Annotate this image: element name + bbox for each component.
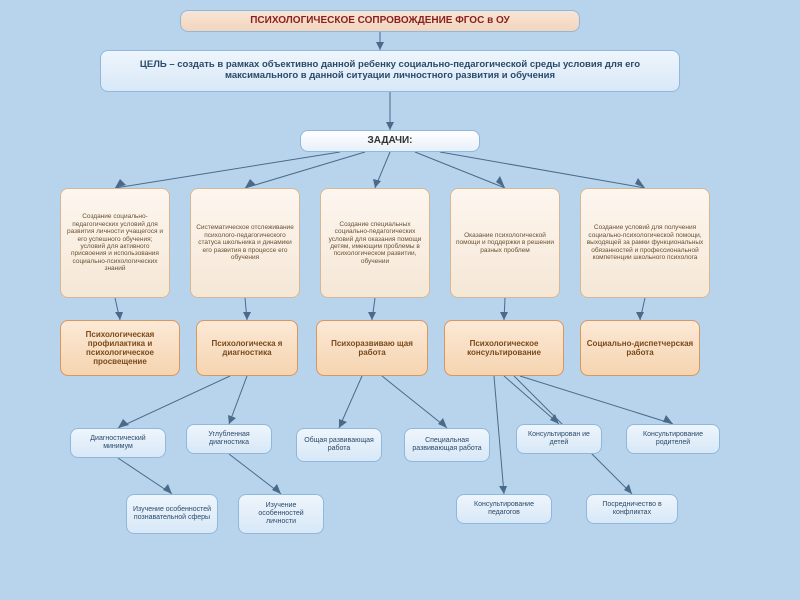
- task-box-5: Создание условий для получения социально…: [580, 188, 710, 298]
- sub-text: Специальная развивающая работа: [409, 437, 485, 453]
- sub-text: Диагностический минимум: [75, 435, 161, 451]
- task-box-2: Систематическое отслеживание психолого-п…: [190, 188, 300, 298]
- direction-box-3: Психоразвиваю щая работа: [316, 320, 428, 376]
- sub-box: Специальная развивающая работа: [404, 428, 490, 462]
- sub-text: Изучение особенностей личности: [243, 502, 319, 526]
- goal-text: ЦЕЛЬ – создать в рамках объективно данно…: [121, 60, 659, 82]
- sub-text: Изучение особенностей познавательной сфе…: [131, 506, 213, 522]
- direction-box-4: Психологическое консультирование: [444, 320, 564, 376]
- sub-text: Консультирование педагогов: [461, 501, 547, 517]
- task-text: Оказание психологической помощи и поддер…: [455, 232, 555, 254]
- sub-box: Консультирование педагогов: [456, 494, 552, 524]
- task-box-3: Создание специальных социально-педагогич…: [320, 188, 430, 298]
- goal-box: ЦЕЛЬ – создать в рамках объективно данно…: [100, 50, 680, 92]
- sub-box: Углубленная диагностика: [186, 424, 272, 454]
- sub-box: Диагностический минимум: [70, 428, 166, 458]
- direction-box-1: Психологическая профилактика и психологи…: [60, 320, 180, 376]
- sub-box: Консультирован ие детей: [516, 424, 602, 454]
- dir-text: Психологическое консультирование: [449, 339, 559, 357]
- sub-box: Изучение особенностей познавательной сфе…: [126, 494, 218, 534]
- dir-text: Психоразвиваю щая работа: [321, 339, 423, 357]
- sub-text: Консультирование родителей: [631, 431, 715, 447]
- task-box-4: Оказание психологической помощи и поддер…: [450, 188, 560, 298]
- task-text: Создание специальных социально-педагогич…: [325, 221, 425, 266]
- dir-text: Социально-диспетчерская работа: [585, 339, 695, 357]
- task-text: Создание условий для получения социально…: [585, 224, 705, 261]
- title-text: ПСИХОЛОГИЧЕСКОЕ СОПРОВОЖДЕНИЕ ФГОС в ОУ: [250, 15, 510, 27]
- task-text: Создание социально-педагогических услови…: [65, 213, 165, 273]
- sub-box: Изучение особенностей личности: [238, 494, 324, 534]
- diagram-title: ПСИХОЛОГИЧЕСКОЕ СОПРОВОЖДЕНИЕ ФГОС в ОУ: [180, 10, 580, 32]
- sub-text: Консультирован ие детей: [521, 431, 597, 447]
- sub-text: Посредничество в конфликтах: [591, 501, 673, 517]
- sub-box: Посредничество в конфликтах: [586, 494, 678, 524]
- tasks-label-text: ЗАДАЧИ:: [368, 135, 413, 147]
- sub-box: Общая развивающая работа: [296, 428, 382, 462]
- tasks-label: ЗАДАЧИ:: [300, 130, 480, 152]
- task-text: Систематическое отслеживание психолого-п…: [195, 224, 295, 261]
- direction-box-2: Психологическа я диагностика: [196, 320, 298, 376]
- sub-text: Углубленная диагностика: [191, 431, 267, 447]
- dir-text: Психологическа я диагностика: [201, 339, 293, 357]
- sub-box: Консультирование родителей: [626, 424, 720, 454]
- direction-box-5: Социально-диспетчерская работа: [580, 320, 700, 376]
- sub-text: Общая развивающая работа: [301, 437, 377, 453]
- dir-text: Психологическая профилактика и психологи…: [65, 330, 175, 367]
- task-box-1: Создание социально-педагогических услови…: [60, 188, 170, 298]
